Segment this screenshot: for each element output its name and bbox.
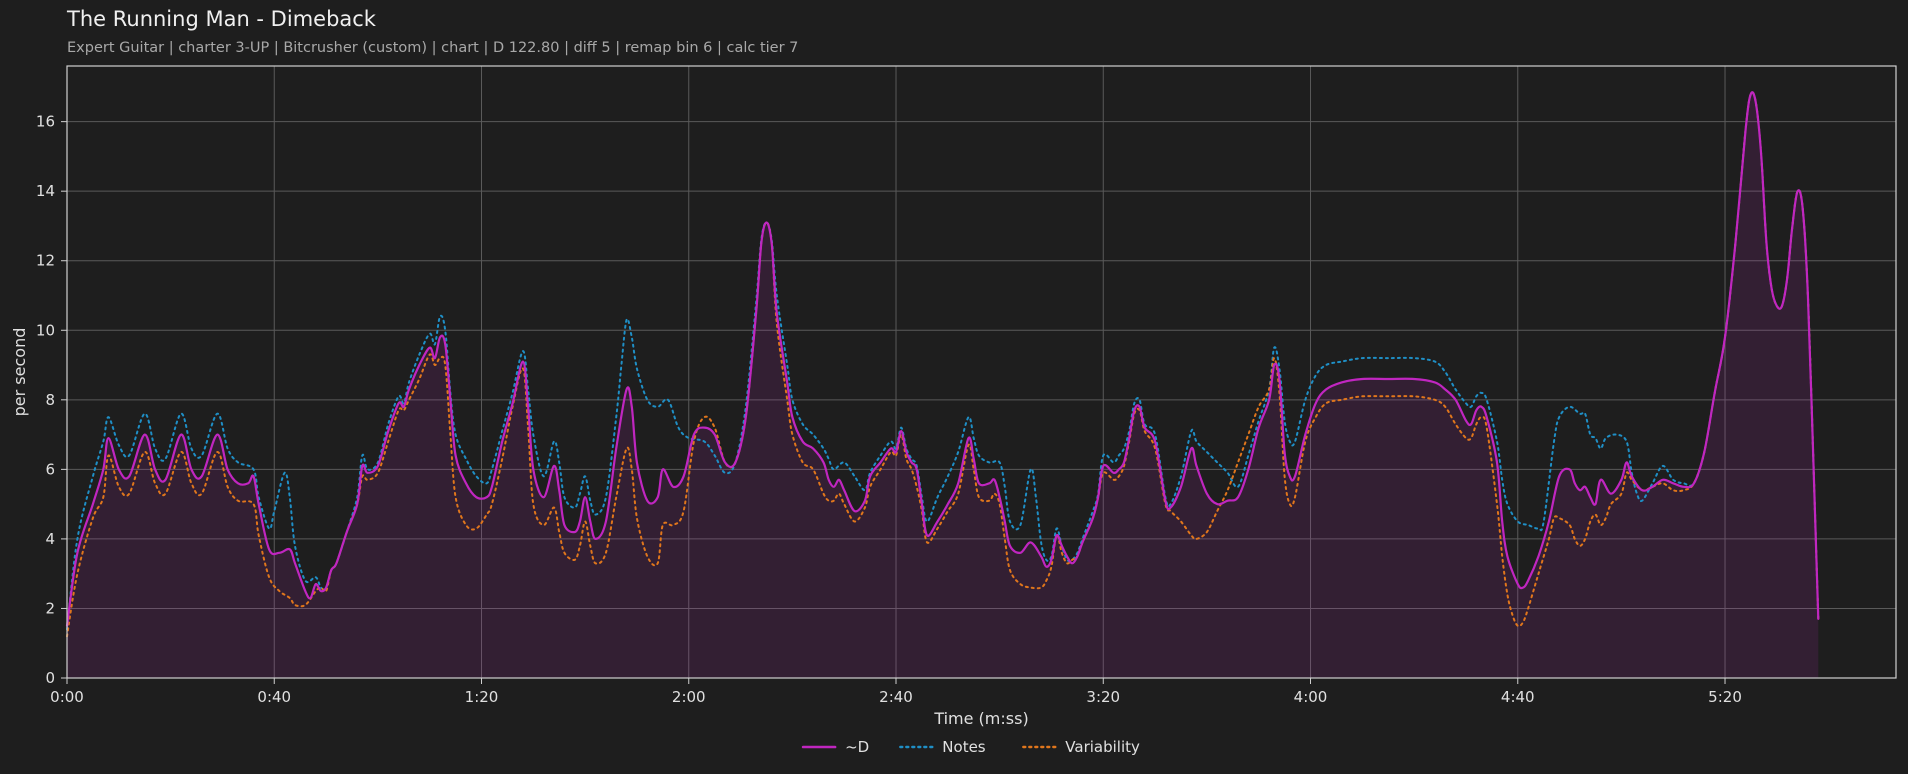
y-tick-label: 4 xyxy=(45,530,55,548)
plot-frame xyxy=(66,65,1897,679)
y-tick-label: 12 xyxy=(36,252,55,270)
x-tick-label: 2:40 xyxy=(879,688,913,706)
x-tick-label: 3:20 xyxy=(1086,688,1120,706)
y-tick-label: 6 xyxy=(45,460,55,478)
chart-subtitle: Expert Guitar | charter 3-UP | Bitcrushe… xyxy=(67,40,799,56)
area-fill-d xyxy=(67,92,1819,679)
y-axis-label: per second xyxy=(10,328,29,417)
chart-title: The Running Man - Dimeback xyxy=(67,7,376,31)
x-tick-label: 0:00 xyxy=(50,688,84,706)
legend-item-notes: Notes xyxy=(899,738,986,756)
legend-item-d: ~D xyxy=(801,738,869,756)
y-tick-label: 0 xyxy=(45,669,55,687)
x-axis-label: Time (m:ss) xyxy=(933,709,1028,728)
y-tick-label: 8 xyxy=(45,391,55,409)
legend-label: Variability xyxy=(1065,738,1140,756)
y-tick-label: 2 xyxy=(45,599,55,617)
x-tick-label: 4:00 xyxy=(1294,688,1328,706)
legend-label: ~D xyxy=(845,738,869,756)
series-line-notes xyxy=(66,91,1820,631)
legend: ~D Notes Variability xyxy=(801,738,1140,756)
series-line-d xyxy=(65,91,1820,627)
y-axis-ticks: 0 2 4 6 8 10 12 14 16 xyxy=(36,113,67,687)
x-axis-ticks: 0:00 0:40 1:20 2:00 2:40 3:20 4:00 4:40 5:20 xyxy=(50,678,1742,706)
x-tick-label: 0:40 xyxy=(257,688,291,706)
legend-label: Notes xyxy=(942,738,986,756)
y-tick-label: 14 xyxy=(36,182,55,200)
series-lines xyxy=(65,91,1820,638)
area-fill-layer xyxy=(67,92,1819,679)
x-tick-label: 5:20 xyxy=(1708,688,1742,706)
x-tick-label: 1:20 xyxy=(465,688,499,706)
y-tick-label: 10 xyxy=(36,321,55,339)
series-line-variability xyxy=(66,91,1820,638)
x-tick-label: 2:00 xyxy=(672,688,706,706)
x-tick-label: 4:40 xyxy=(1501,688,1535,706)
y-tick-label: 16 xyxy=(36,113,55,131)
legend-item-variability: Variability xyxy=(1022,738,1140,756)
